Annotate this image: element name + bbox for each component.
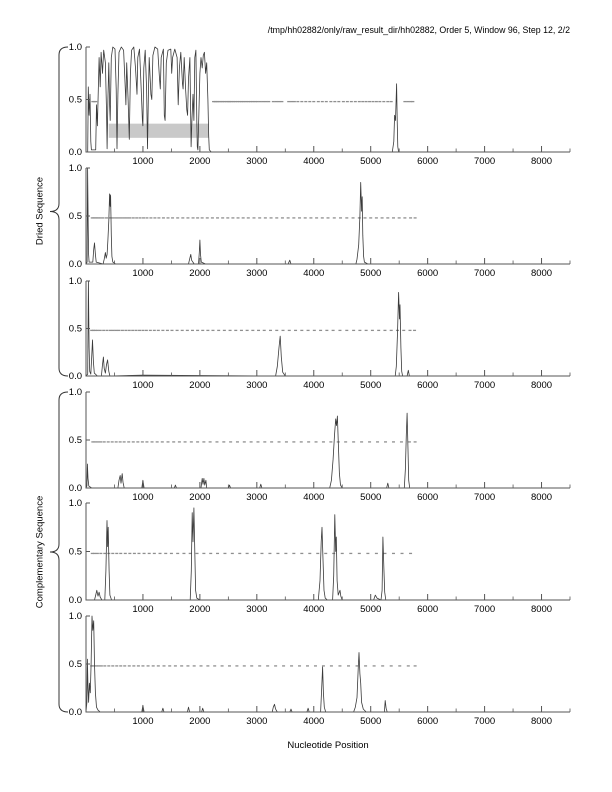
x-tick-label: 8000 — [531, 716, 552, 727]
x-tick-label: 3000 — [246, 716, 267, 727]
panel-complementary-1-site-markers — [91, 441, 417, 443]
panel-complementary-2: 0.0 0.5 1.0 1000 2000 3000 4000 5000 6000 7000 800… — [69, 498, 571, 615]
x-tick-label: 1000 — [132, 492, 153, 503]
x-tick-label: 5000 — [360, 268, 381, 279]
x-tick-label: 7000 — [474, 156, 495, 167]
highlight-band — [108, 123, 209, 138]
x-tick-label: 7000 — [474, 380, 495, 391]
y-tick-label: 1.0 — [69, 498, 82, 509]
panel-complementary-2-site-markers — [90, 552, 413, 555]
panel-dried-1-curve — [86, 46, 570, 153]
x-tick-label: 4000 — [303, 156, 324, 167]
panel-dried-2-site-markers — [90, 217, 417, 219]
panel-complementary-1-curve — [85, 412, 570, 489]
y-tick-label: 1.0 — [69, 42, 82, 53]
y-tick-label: 0.5 — [69, 435, 82, 446]
x-tick-label: 1000 — [132, 716, 153, 727]
y-tick-label: 1.0 — [69, 387, 82, 398]
panel-complementary-2-axes — [85, 503, 570, 601]
y-tick-label: 1.0 — [69, 276, 82, 287]
panel-dried-3-axes — [85, 281, 570, 377]
y-tick-label: 0.5 — [69, 324, 82, 335]
x-tick-label: 4000 — [303, 716, 324, 727]
x-tick-label: 8000 — [531, 492, 552, 503]
panel-dried-3: 0.0 0.5 1.0 1000 2000 3000 4000 5000 6000 7000 800… — [69, 276, 571, 391]
y-tick-label: 1.0 — [69, 611, 82, 622]
x-tick-label: 8000 — [531, 156, 552, 167]
dried-sequence-brace — [49, 46, 69, 377]
x-tick-label: 7000 — [474, 268, 495, 279]
x-tick-label: 3000 — [246, 268, 267, 279]
panel-dried-1: 0.0 0.5 1.0 1000 2000 3000 4000 5000 6000 7000 800… — [69, 42, 571, 167]
x-tick-label: 4000 — [303, 380, 324, 391]
x-tick-label: 2000 — [189, 268, 210, 279]
x-tick-label: 7000 — [474, 492, 495, 503]
panel-dried-2: 0.0 0.5 1.0 1000 2000 3000 4000 5000 6000 7000 800… — [69, 163, 571, 279]
panel-complementary-3-curve — [85, 615, 570, 713]
panel-dried-2-curve — [85, 167, 570, 265]
y-tick-label: 0.0 — [69, 371, 82, 382]
panel-complementary-1-axes — [85, 392, 570, 489]
x-tick-label: 5000 — [360, 604, 381, 615]
x-tick-label: 8000 — [531, 604, 552, 615]
y-tick-label: 1.0 — [69, 163, 82, 174]
x-tick-label: 6000 — [417, 492, 438, 503]
y-tick-label: 0.5 — [69, 95, 82, 106]
x-tick-label: 5000 — [360, 716, 381, 727]
panel-complementary-1: 0.0 0.5 1.0 1000 2000 3000 4000 5000 6000 7000 800… — [69, 387, 571, 503]
plot-title: /tmp/hh02882/only/raw_result_dir/hh02882… — [267, 25, 570, 35]
x-tick-label: 6000 — [417, 604, 438, 615]
x-tick-label: 2000 — [189, 380, 210, 391]
x-tick-label: 1000 — [132, 604, 153, 615]
x-tick-label: 6000 — [417, 268, 438, 279]
x-tick-label: 1000 — [132, 268, 153, 279]
panel-complementary-3-site-markers — [90, 665, 417, 667]
panel-complementary-2-curve — [86, 507, 570, 601]
x-tick-label: 6000 — [417, 156, 438, 167]
x-tick-label: 1000 — [132, 380, 153, 391]
x-tick-label: 7000 — [474, 716, 495, 727]
y-tick-label: 0.0 — [69, 595, 82, 606]
x-tick-label: 2000 — [189, 716, 210, 727]
x-tick-label: 5000 — [360, 156, 381, 167]
y-tick-label: 0.5 — [69, 211, 82, 222]
x-tick-label: 2000 — [189, 156, 210, 167]
x-tick-label: 8000 — [531, 380, 552, 391]
x-tick-label: 5000 — [360, 492, 381, 503]
x-tick-label: 3000 — [246, 380, 267, 391]
x-tick-label: 6000 — [417, 380, 438, 391]
x-tick-label: 4000 — [303, 268, 324, 279]
panel-dried-1-site-markers — [91, 100, 415, 103]
x-tick-label: 7000 — [474, 604, 495, 615]
panel-complementary-3-axes — [85, 616, 570, 713]
x-axis-label: Nucleotide Position — [287, 740, 369, 751]
y-tick-label: 0.5 — [69, 547, 82, 558]
x-tick-label: 3000 — [246, 492, 267, 503]
x-tick-label: 6000 — [417, 716, 438, 727]
y-tick-label: 0.0 — [69, 259, 82, 270]
x-tick-label: 4000 — [303, 604, 324, 615]
panel-dried-2-axes — [85, 168, 570, 265]
panel-complementary-3: 0.0 0.5 1.0 1000 2000 3000 4000 5000 6000 7000 800… — [69, 611, 571, 727]
x-tick-label: 3000 — [246, 604, 267, 615]
y-tick-label: 0.5 — [69, 659, 82, 670]
complementary-sequence-brace — [49, 391, 69, 713]
x-tick-label: 5000 — [360, 380, 381, 391]
y-tick-label: 0.0 — [69, 483, 82, 494]
x-tick-label: 2000 — [189, 492, 210, 503]
panel-dried-3-site-markers — [90, 329, 417, 332]
y-tick-label: 0.0 — [69, 707, 82, 718]
x-tick-label: 1000 — [132, 156, 153, 167]
panel-dried-3-curve — [85, 280, 570, 377]
x-tick-label: 3000 — [246, 156, 267, 167]
x-tick-label: 8000 — [531, 268, 552, 279]
x-tick-label: 4000 — [303, 492, 324, 503]
y-tick-label: 0.0 — [69, 147, 82, 158]
x-tick-label: 2000 — [189, 604, 210, 615]
